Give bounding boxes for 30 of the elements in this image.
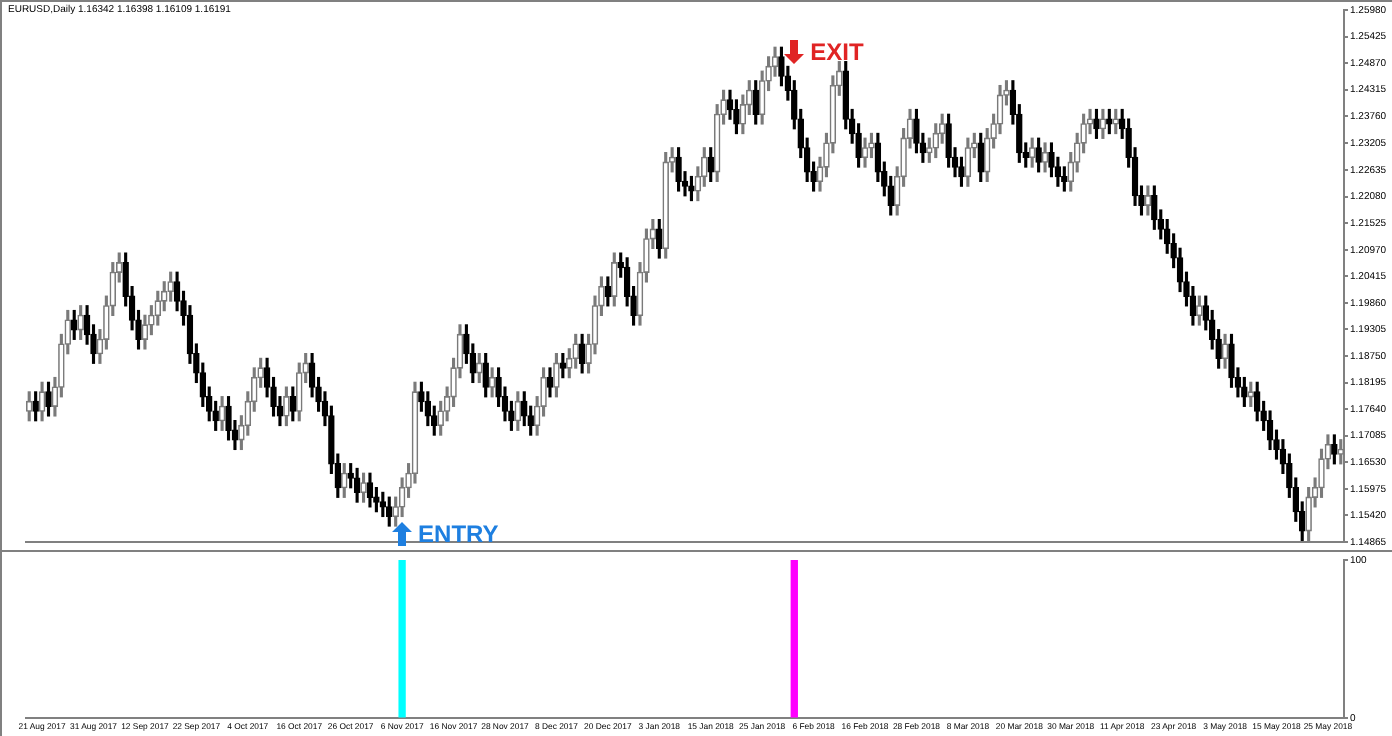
candlestick <box>977 132 985 183</box>
candlestick <box>1112 108 1120 135</box>
candlestick <box>1106 108 1113 135</box>
candlestick <box>546 367 554 398</box>
candlestick <box>26 391 33 422</box>
candlestick <box>1093 108 1100 139</box>
candlestick <box>578 333 586 374</box>
candlestick <box>340 463 348 498</box>
candlestick <box>1221 333 1229 369</box>
candlestick <box>476 353 483 384</box>
candlestick <box>1247 381 1255 407</box>
candlestick <box>1041 142 1049 173</box>
candlestick <box>218 396 226 431</box>
candlestick <box>482 353 489 398</box>
candlestick <box>964 137 972 187</box>
candlestick <box>514 391 522 431</box>
candlestick <box>38 381 46 422</box>
candlestick <box>77 305 84 340</box>
annotation: ENTRY <box>418 519 499 548</box>
candlestick <box>488 367 496 398</box>
candlestick <box>32 391 39 422</box>
annotation: EXIT <box>810 38 864 67</box>
candlestick <box>662 151 669 259</box>
candlestick <box>70 309 78 340</box>
candlestick <box>604 276 612 307</box>
candlestick <box>861 137 869 168</box>
candlestick <box>1099 108 1107 139</box>
candlestick <box>1144 185 1152 216</box>
candlestick <box>752 80 759 125</box>
candlestick <box>559 353 567 379</box>
